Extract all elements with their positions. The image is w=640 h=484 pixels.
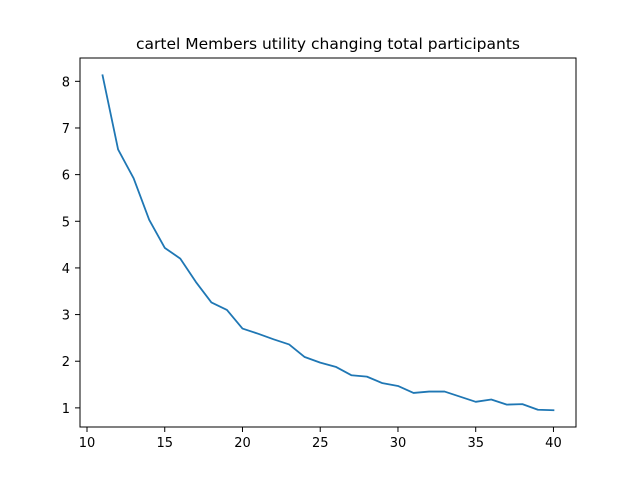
x-tick-label: 40 bbox=[545, 436, 562, 451]
chart-title: cartel Members utility changing total pa… bbox=[136, 35, 520, 53]
x-tick-label: 25 bbox=[312, 436, 329, 451]
y-tick-label: 2 bbox=[62, 355, 70, 370]
series-layer bbox=[101, 74, 555, 412]
y-tick-label: 8 bbox=[62, 75, 70, 90]
y-axis: 1 2 3 4 5 6 7 8 bbox=[62, 75, 80, 417]
y-tick-label: 4 bbox=[62, 262, 70, 277]
x-tick-label: 30 bbox=[390, 436, 407, 451]
y-tick-label: 6 bbox=[62, 169, 70, 184]
x-tick-label: 15 bbox=[156, 436, 173, 451]
x-tick-label: 35 bbox=[467, 436, 484, 451]
y-tick-label: 5 bbox=[62, 215, 70, 230]
x-axis: 10 15 20 25 30 35 40 bbox=[79, 427, 562, 451]
y-tick-label: 3 bbox=[62, 309, 70, 324]
plot-frame bbox=[79, 57, 577, 428]
y-tick-label: 1 bbox=[62, 402, 70, 417]
x-tick-label: 20 bbox=[234, 436, 251, 451]
x-tick-label: 10 bbox=[79, 436, 96, 451]
series-line bbox=[101, 74, 555, 412]
y-tick-label: 7 bbox=[62, 122, 70, 137]
